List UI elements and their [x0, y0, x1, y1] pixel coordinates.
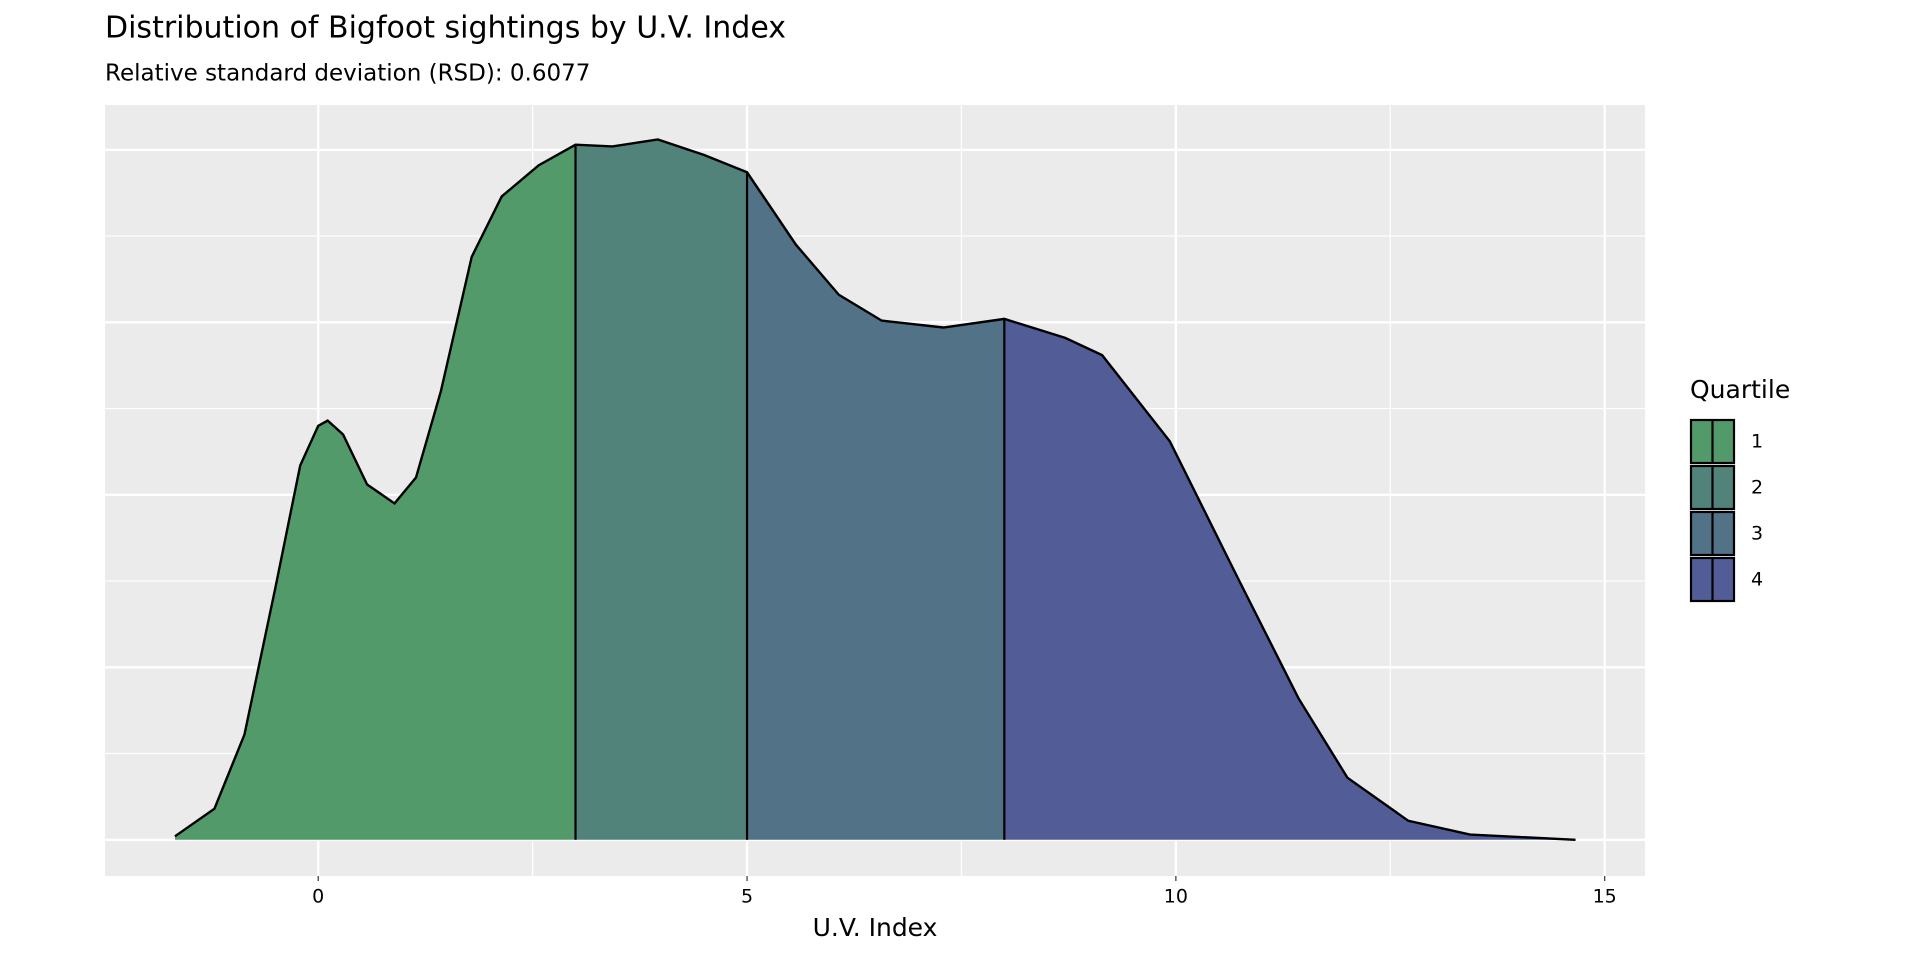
- chart-title: Distribution of Bigfoot sightings by U.V…: [105, 11, 786, 46]
- legend-label: 4: [1751, 569, 1763, 591]
- legend-label: 3: [1751, 523, 1763, 545]
- chart-subtitle: Relative standard deviation (RSD): 0.607…: [105, 61, 590, 87]
- quartile-area: [575, 139, 748, 840]
- x-tick-label: 10: [1164, 886, 1188, 908]
- legend-label: 1: [1751, 431, 1763, 453]
- quartile-area: [174, 144, 576, 840]
- legend-label: 2: [1751, 477, 1763, 499]
- x-axis-title: U.V. Index: [813, 913, 938, 942]
- x-tick-label: 15: [1593, 886, 1617, 908]
- legend-title: Quartile: [1690, 375, 1790, 404]
- x-tick-label: 5: [741, 886, 753, 908]
- quartile-area: [747, 172, 1005, 840]
- x-tick-label: 0: [312, 886, 324, 908]
- density-curve: [174, 138, 1576, 841]
- quartile-area: [1004, 318, 1576, 840]
